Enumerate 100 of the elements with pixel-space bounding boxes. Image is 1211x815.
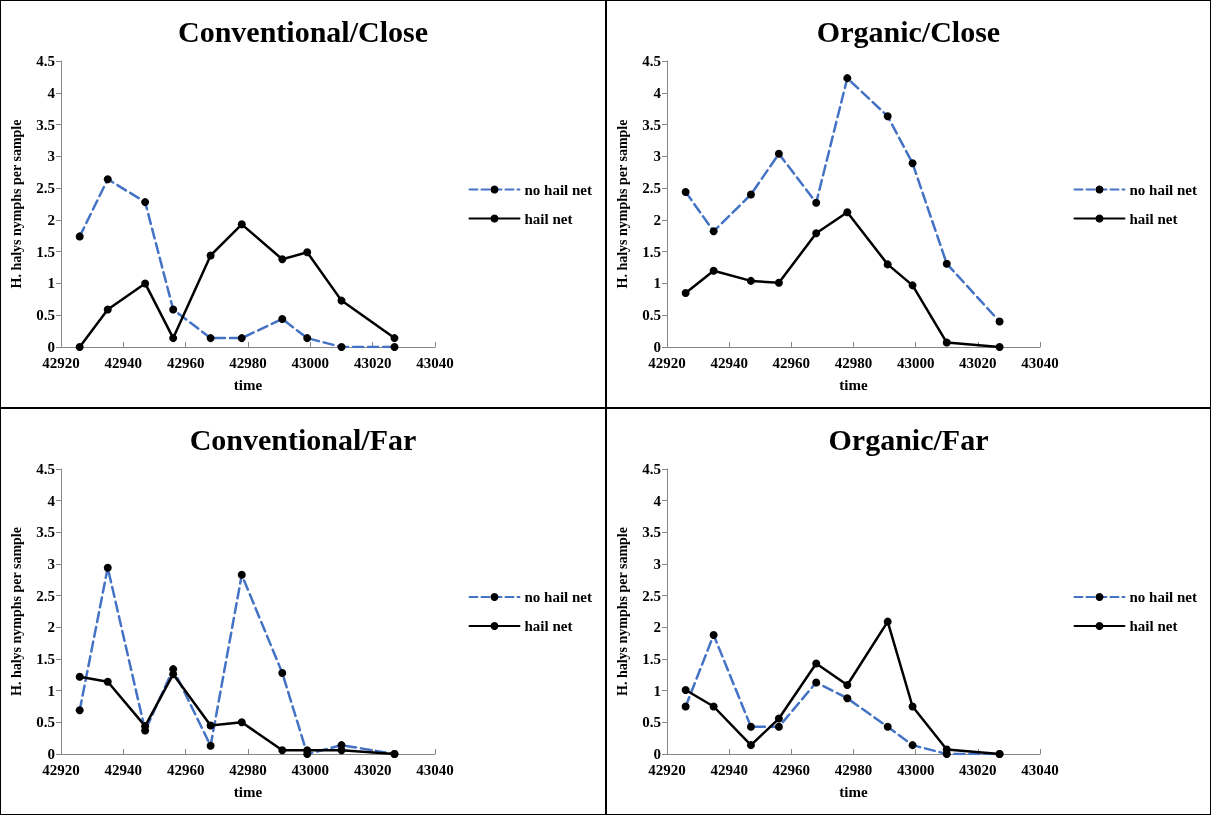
y-tick-label: 2 xyxy=(653,211,661,228)
point xyxy=(169,334,178,343)
y-axis-title: H. halys nymphs per sample xyxy=(8,119,24,289)
point xyxy=(237,718,246,727)
y-tick-label: 0 xyxy=(47,339,55,355)
x-tick-label: 42980 xyxy=(834,354,873,371)
y-tick-label: 1 xyxy=(653,275,661,292)
x-tick-label: 42940 xyxy=(710,761,748,778)
point xyxy=(75,343,84,351)
chart-title: Organic/Close xyxy=(816,14,1001,48)
point xyxy=(812,659,821,668)
point xyxy=(681,288,690,297)
x-tick-label: 42940 xyxy=(104,761,143,778)
point xyxy=(746,741,755,750)
x-tick-label: 42920 xyxy=(648,761,686,778)
point xyxy=(303,248,312,257)
point xyxy=(843,208,852,217)
x-tick-label: 42920 xyxy=(648,354,686,371)
y-tick-label: 1.5 xyxy=(36,651,55,667)
point xyxy=(103,305,112,314)
legend-label: hail net xyxy=(1129,618,1178,634)
legend-label: hail net xyxy=(524,210,573,227)
point xyxy=(390,334,399,343)
y-tick-label: 2 xyxy=(653,619,661,636)
y-tick-label: 2 xyxy=(47,211,55,228)
y-tick-label: 2.5 xyxy=(36,180,55,197)
x-tick-label: 43000 xyxy=(896,354,935,371)
point xyxy=(709,266,718,275)
y-tick-label: 0.5 xyxy=(36,714,55,731)
chart-title: Conventional/Far xyxy=(189,422,417,456)
point xyxy=(709,702,718,711)
point xyxy=(337,746,346,755)
x-axis-title: time xyxy=(233,376,263,393)
x-tick-label: 42980 xyxy=(229,761,267,778)
x-tick-label: 43040 xyxy=(416,354,454,371)
point xyxy=(206,721,215,730)
y-tick-label: 4 xyxy=(653,492,662,509)
y-tick-label: 3 xyxy=(653,556,661,572)
y-tick-label: 4 xyxy=(47,84,56,101)
point xyxy=(681,686,690,695)
y-tick-label: 3 xyxy=(47,148,55,165)
x-tick-label: 43020 xyxy=(353,354,392,371)
point xyxy=(942,338,951,347)
y-tick-label: 1.5 xyxy=(36,243,55,260)
x-tick-label: 42960 xyxy=(772,354,811,371)
point xyxy=(337,296,346,305)
y-tick-label: 3.5 xyxy=(642,524,661,541)
legend-label: no hail net xyxy=(1129,181,1197,198)
y-tick-label: 0 xyxy=(47,746,55,762)
point xyxy=(908,281,917,290)
y-tick-label: 3.5 xyxy=(36,524,55,541)
y-tick-label: 1 xyxy=(47,275,55,292)
x-tick-label: 43020 xyxy=(959,354,997,371)
y-tick-label: 3.5 xyxy=(642,116,661,133)
y-tick-label: 0.5 xyxy=(36,307,55,324)
x-tick-label: 42920 xyxy=(42,761,80,778)
point xyxy=(103,677,112,686)
x-tick-label: 42980 xyxy=(834,761,873,778)
legend-label: hail net xyxy=(524,618,573,634)
x-tick-label: 42960 xyxy=(166,761,205,778)
y-tick-label: 2.5 xyxy=(642,587,661,604)
point xyxy=(883,260,892,269)
point xyxy=(206,251,215,260)
x-tick-label: 42920 xyxy=(42,354,80,371)
x-tick-label: 43040 xyxy=(1021,354,1059,371)
point xyxy=(169,670,178,679)
x-tick-label: 43020 xyxy=(353,761,392,778)
y-tick-label: 0.5 xyxy=(642,714,661,731)
y-axis-title: H. halys nymphs per sample xyxy=(614,527,630,696)
point xyxy=(908,702,917,711)
point xyxy=(774,714,783,723)
y-tick-label: 1.5 xyxy=(642,243,661,260)
x-axis-title: time xyxy=(233,783,263,800)
point xyxy=(995,343,1004,351)
y-tick-label: 3 xyxy=(653,148,661,165)
point xyxy=(812,229,821,238)
y-tick-label: 4 xyxy=(47,492,56,509)
point xyxy=(278,746,287,755)
y-tick-label: 2.5 xyxy=(642,180,661,197)
x-axis-title: time xyxy=(839,376,868,393)
y-tick-label: 1 xyxy=(47,682,55,699)
x-tick-label: 42940 xyxy=(710,354,748,371)
y-tick-label: 2 xyxy=(47,619,55,636)
y-tick-label: 1.5 xyxy=(642,651,661,667)
x-tick-label: 43000 xyxy=(291,354,330,371)
y-tick-label: 2.5 xyxy=(36,587,55,604)
legend-label: no hail net xyxy=(1129,589,1197,605)
y-axis-title: H. halys nymphs per sample xyxy=(614,119,630,289)
x-tick-label: 42960 xyxy=(166,354,205,371)
x-axis-title: time xyxy=(839,783,868,800)
y-tick-label: 4 xyxy=(653,84,662,101)
y-tick-label: 0 xyxy=(653,339,661,355)
chart-title: Conventional/Close xyxy=(177,14,429,48)
x-tick-label: 42960 xyxy=(772,761,811,778)
point xyxy=(141,279,150,288)
y-tick-label: 4.5 xyxy=(36,53,55,69)
y-tick-label: 3.5 xyxy=(36,116,55,133)
legend-label: hail net xyxy=(1129,210,1178,227)
chart-title: Organic/Far xyxy=(828,422,989,456)
x-tick-label: 42980 xyxy=(229,354,267,371)
